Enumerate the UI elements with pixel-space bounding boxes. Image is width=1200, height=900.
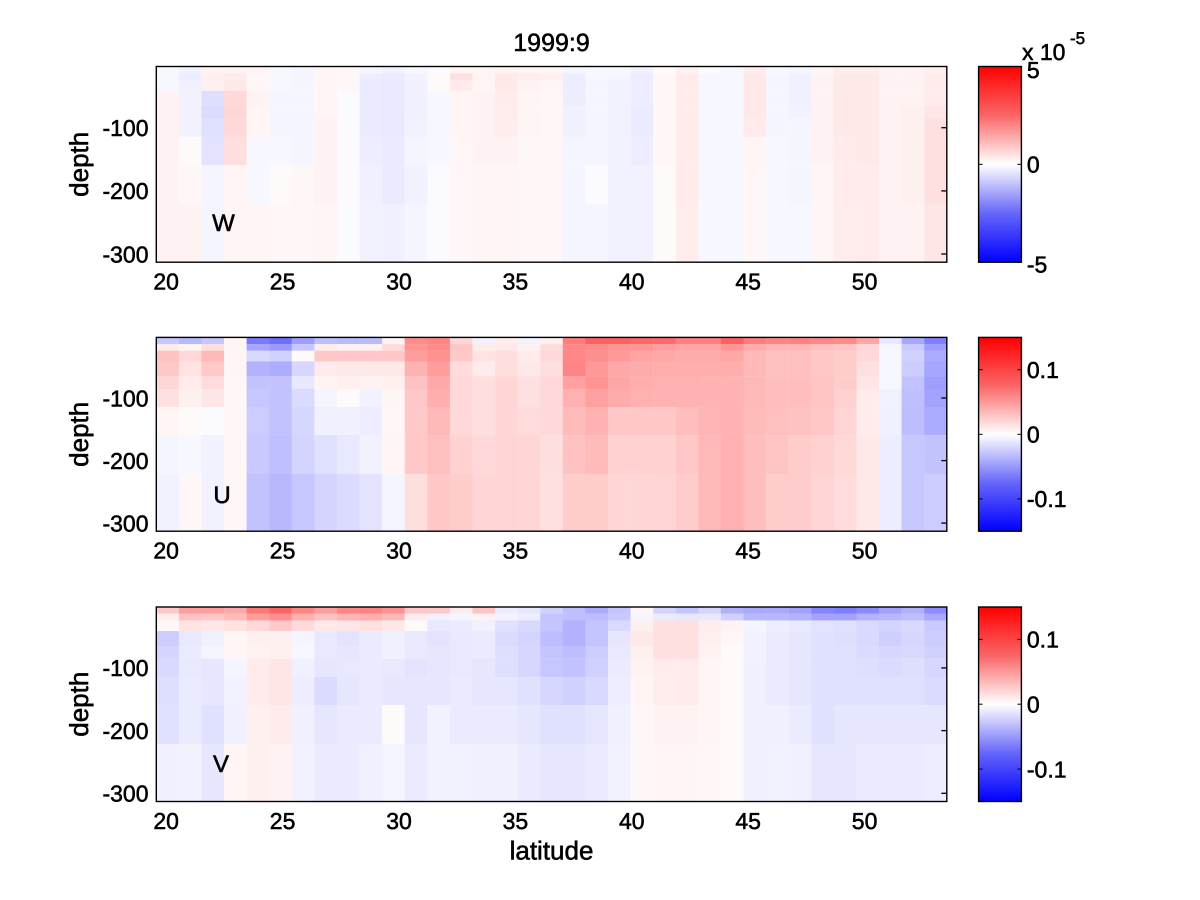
svg-text:-200: -200 [102, 448, 148, 474]
svg-text:0.1: 0.1 [1027, 627, 1059, 653]
svg-text:20: 20 [153, 269, 179, 295]
svg-text:-200: -200 [102, 178, 148, 204]
svg-text:-100: -100 [102, 385, 148, 411]
svg-text:V: V [213, 751, 229, 778]
svg-text:-5: -5 [1070, 29, 1085, 48]
svg-text:50: 50 [852, 269, 878, 295]
svg-text:45: 45 [735, 808, 761, 834]
svg-text:40: 40 [619, 269, 645, 295]
svg-text:5: 5 [1027, 57, 1040, 83]
svg-text:30: 30 [386, 269, 412, 295]
svg-text:20: 20 [153, 808, 179, 834]
svg-text:50: 50 [852, 808, 878, 834]
svg-text:latitude: latitude [510, 836, 594, 866]
svg-text:-300: -300 [102, 241, 148, 267]
svg-text:0: 0 [1027, 692, 1040, 718]
svg-text:25: 25 [270, 808, 296, 834]
svg-text:-100: -100 [102, 655, 148, 681]
svg-text:0: 0 [1027, 422, 1040, 448]
svg-text:depth: depth [64, 132, 94, 197]
svg-text:U: U [213, 482, 230, 509]
svg-text:x 10: x 10 [1022, 39, 1065, 65]
svg-text:45: 45 [735, 538, 761, 564]
svg-text:0.1: 0.1 [1027, 357, 1059, 383]
svg-text:35: 35 [503, 269, 529, 295]
svg-text:0: 0 [1027, 152, 1040, 178]
svg-text:35: 35 [503, 808, 529, 834]
svg-text:W: W [212, 210, 235, 237]
svg-text:-0.1: -0.1 [1027, 486, 1067, 512]
svg-text:45: 45 [735, 269, 761, 295]
svg-text:35: 35 [503, 538, 529, 564]
svg-text:depth: depth [64, 672, 94, 737]
svg-text:40: 40 [619, 538, 645, 564]
svg-text:40: 40 [619, 808, 645, 834]
svg-text:-300: -300 [102, 510, 148, 536]
svg-text:50: 50 [852, 538, 878, 564]
svg-text:-5: -5 [1027, 251, 1047, 277]
svg-text:depth: depth [64, 402, 94, 467]
svg-text:-300: -300 [102, 781, 148, 807]
svg-text:20: 20 [153, 538, 179, 564]
svg-text:1999:9: 1999:9 [513, 29, 589, 57]
svg-text:-100: -100 [102, 115, 148, 141]
svg-text:25: 25 [270, 538, 296, 564]
svg-text:-200: -200 [102, 718, 148, 744]
svg-text:30: 30 [386, 808, 412, 834]
svg-text:-0.1: -0.1 [1027, 756, 1067, 782]
svg-text:25: 25 [270, 269, 296, 295]
svg-text:30: 30 [386, 538, 412, 564]
